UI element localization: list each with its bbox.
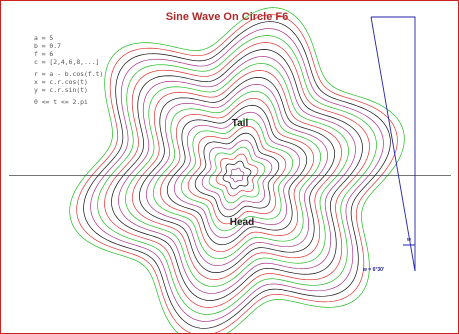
equation-line: r = a - b.cos(f.t)	[34, 70, 103, 78]
tail-label: Tail	[232, 118, 249, 129]
angle-mark-label: w	[406, 237, 411, 243]
wave-ring	[139, 77, 334, 272]
wave-ring	[188, 126, 286, 224]
equation-line: x = c.r.cos(t)	[34, 78, 88, 86]
equation-line: b = 0.7	[34, 42, 61, 50]
equation-block: a = 5 b = 0.7 f = 6 c = [2,4,6,8,...] r …	[34, 34, 103, 106]
wave-ring	[91, 29, 384, 322]
wave-ring	[146, 84, 327, 265]
wave-ring	[105, 43, 370, 308]
equation-line: f = 6	[34, 50, 53, 58]
angle-value-label: w = 6°30'	[362, 267, 384, 273]
wave-ring	[132, 70, 341, 279]
wave-ring	[153, 91, 320, 258]
wedge-hypotenuse	[371, 17, 415, 271]
equation-line: 0 <= t <= 2.pi	[34, 98, 88, 106]
wave-ring	[195, 133, 279, 217]
wave-ring	[125, 63, 348, 286]
wave-ring	[209, 147, 265, 203]
wave-ring	[223, 161, 251, 189]
equation-line: c = [2,4,6,8,...]	[34, 58, 99, 66]
equation-line: a = 5	[34, 34, 53, 42]
angle-wedge	[371, 17, 415, 271]
wave-ring	[181, 119, 293, 231]
head-label: Head	[230, 217, 254, 228]
wave-ring	[230, 168, 244, 182]
wave-ring	[98, 36, 377, 315]
wave-ring	[216, 154, 258, 196]
wave-ring	[118, 56, 355, 293]
diagram-title: Sine Wave On Circle F6	[166, 11, 288, 23]
wave-rings	[70, 8, 405, 333]
wave-ring	[202, 140, 272, 210]
equation-line: y = c.r.sin(t)	[34, 86, 88, 94]
